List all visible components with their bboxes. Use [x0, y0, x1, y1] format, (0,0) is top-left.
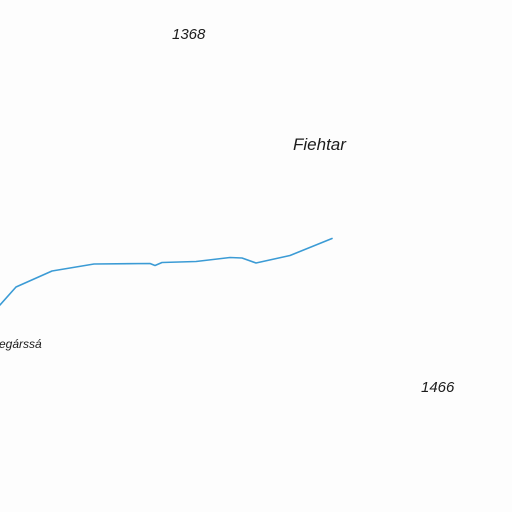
elevation-label-1368: 1368	[172, 26, 206, 43]
place-label-fiehtar: Fiehtar	[293, 135, 346, 154]
river-label: egárssá	[0, 337, 42, 351]
river-line	[0, 237, 333, 306]
elevation-label-1466: 1466	[421, 379, 455, 396]
